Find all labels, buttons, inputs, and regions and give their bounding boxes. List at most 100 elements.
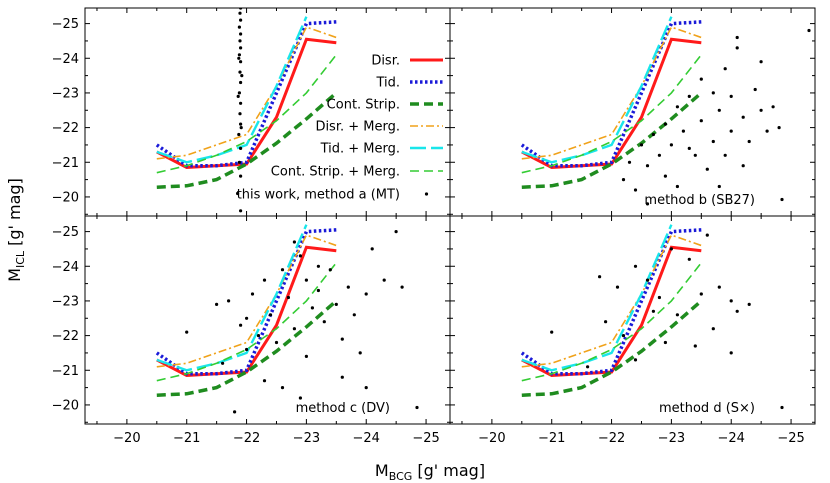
data-point bbox=[298, 254, 302, 258]
data-point bbox=[705, 167, 709, 171]
data-point bbox=[663, 174, 668, 178]
data-point bbox=[621, 178, 626, 182]
y-tick-label: −22 bbox=[52, 121, 79, 136]
model-curve bbox=[156, 234, 337, 368]
data-point bbox=[286, 295, 290, 300]
data-point bbox=[765, 129, 769, 133]
data-point bbox=[268, 313, 273, 317]
data-point bbox=[262, 278, 267, 282]
model-curve bbox=[521, 299, 703, 397]
data-point bbox=[238, 11, 242, 15]
data-point bbox=[298, 396, 302, 400]
panel-a: −20 −21 −22 −23 −24 −25 bbox=[52, 7, 451, 217]
data-point bbox=[280, 386, 285, 390]
data-point bbox=[711, 139, 715, 144]
panel-content bbox=[155, 224, 404, 414]
panel-content bbox=[520, 16, 811, 206]
data-point bbox=[711, 91, 715, 95]
model-curve bbox=[156, 224, 308, 372]
legend-label: Tid. bbox=[375, 76, 400, 91]
data-point bbox=[645, 202, 650, 206]
data-point bbox=[239, 18, 243, 22]
data-point bbox=[681, 129, 686, 133]
data-point bbox=[400, 285, 404, 289]
data-point bbox=[723, 153, 727, 157]
data-point bbox=[292, 327, 296, 331]
data-point bbox=[717, 285, 721, 289]
legend-label: this work, method a (MT) bbox=[237, 188, 400, 203]
data-point bbox=[237, 91, 241, 95]
method-label: method b (SB27) bbox=[644, 193, 755, 208]
data-point bbox=[394, 230, 398, 234]
model-curve bbox=[156, 91, 338, 189]
data-point bbox=[753, 87, 757, 92]
data-point bbox=[717, 184, 721, 189]
data-point bbox=[586, 365, 590, 369]
data-point bbox=[237, 132, 241, 137]
data-point bbox=[741, 164, 745, 168]
y-tick-label: −20 bbox=[52, 398, 79, 413]
data-point bbox=[645, 278, 650, 282]
data-point bbox=[663, 340, 668, 345]
model-curve bbox=[521, 234, 702, 368]
y-tick-label: −25 bbox=[52, 17, 79, 32]
data-point bbox=[316, 288, 320, 293]
y-tick-label: −23 bbox=[52, 294, 79, 309]
method-label: method d (S×) bbox=[659, 401, 755, 416]
ticks bbox=[450, 216, 815, 424]
data-point bbox=[604, 320, 608, 324]
data-point bbox=[215, 302, 219, 306]
data-point bbox=[759, 60, 763, 64]
data-point bbox=[675, 184, 680, 189]
data-point bbox=[328, 268, 332, 272]
data-point bbox=[304, 354, 308, 358]
data-point bbox=[633, 264, 638, 268]
data-point bbox=[236, 191, 240, 196]
x-tick-label: −25 bbox=[777, 431, 804, 446]
data-point bbox=[239, 101, 243, 105]
y-tick-label: −25 bbox=[52, 225, 79, 240]
data-point bbox=[221, 361, 225, 365]
legend-label: Tid. + Merg. bbox=[320, 142, 400, 157]
data-point bbox=[239, 122, 243, 126]
legend-label: Disr. bbox=[371, 54, 400, 69]
data-point bbox=[274, 340, 279, 345]
x-tick-label: −24 bbox=[718, 431, 745, 446]
data-point bbox=[233, 410, 237, 414]
data-point bbox=[657, 295, 662, 300]
data-point bbox=[687, 257, 691, 261]
x-tick-label: −23 bbox=[658, 431, 685, 446]
data-point bbox=[245, 347, 249, 352]
data-point bbox=[238, 112, 242, 116]
data-point bbox=[735, 35, 739, 40]
legend-entry: Cont. Strip. + Merg. bbox=[271, 165, 443, 180]
data-point bbox=[364, 386, 368, 390]
data-point bbox=[621, 334, 626, 338]
y-tick-label: −22 bbox=[52, 329, 79, 344]
legend: Disr. Tid. Cont. Strip. Disr. + Merg. Tid. +… bbox=[237, 54, 443, 203]
data-point bbox=[693, 153, 697, 157]
data-point bbox=[322, 320, 326, 324]
data-point bbox=[237, 160, 241, 164]
model-curve bbox=[521, 26, 702, 160]
data-point bbox=[316, 264, 320, 268]
data-point bbox=[358, 351, 362, 355]
x-tick-label: −24 bbox=[353, 431, 380, 446]
data-point bbox=[239, 8, 243, 10]
legend-label: Disr. + Merg. bbox=[315, 120, 400, 135]
method-marker bbox=[780, 197, 784, 202]
data-point bbox=[238, 39, 242, 43]
data-point bbox=[777, 126, 781, 130]
data-point bbox=[711, 327, 715, 331]
panel-c: −20 −21 −22 −23 −24 −25 −20 −21 −22 −23 −24 −25 meth… bbox=[52, 215, 451, 446]
data-point bbox=[237, 53, 241, 57]
legend-entry: Cont. Strip. bbox=[327, 98, 443, 113]
data-point bbox=[236, 94, 240, 98]
legend-label: Cont. Strip. bbox=[327, 98, 400, 113]
model-curve bbox=[156, 299, 338, 397]
x-tick-label: −22 bbox=[598, 431, 625, 446]
data-point bbox=[633, 358, 638, 362]
data-point bbox=[550, 330, 554, 334]
